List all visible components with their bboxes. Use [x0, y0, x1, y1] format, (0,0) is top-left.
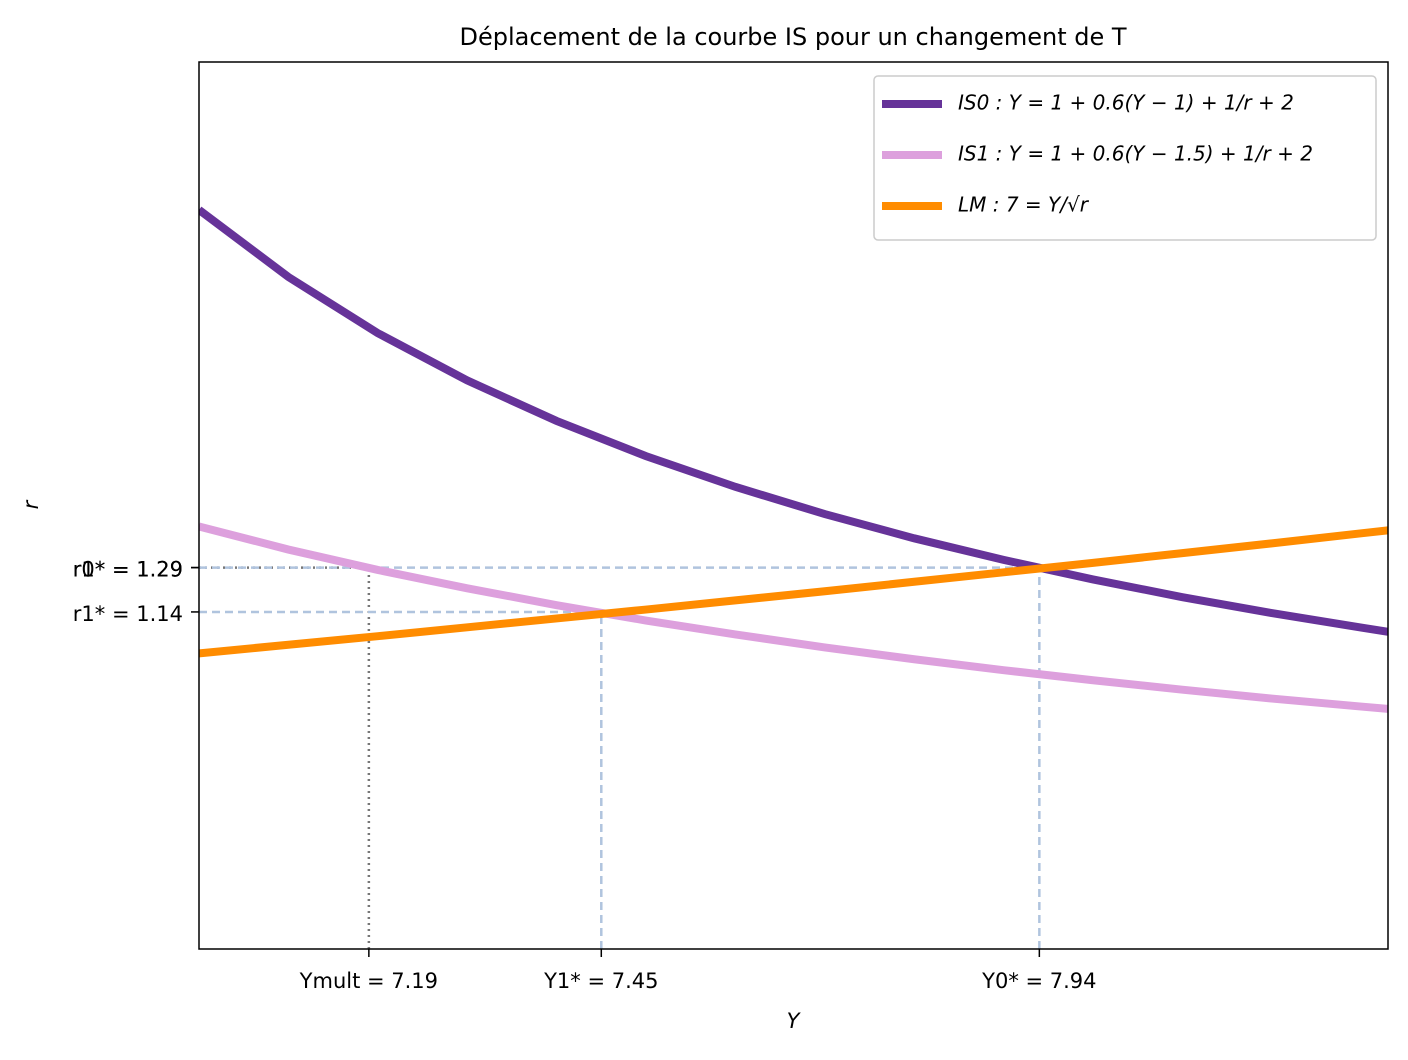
chart-title: Déplacement de la courbe IS pour un chan… — [459, 23, 1126, 51]
line-series — [199, 206, 1388, 636]
x-tick-label: Y1* = 7.45 — [543, 969, 658, 993]
legend-label: IS1 : Y = 1 + 0.6(Y − 1.5) + 1/r + 2 — [958, 142, 1313, 166]
x-axis-label: Y — [787, 1009, 802, 1033]
x-tick-label: Y0* = 7.94 — [981, 969, 1096, 993]
line-series — [199, 522, 1388, 713]
line-series — [199, 526, 1388, 658]
y-tick-label: r1* = 1.14 — [73, 602, 183, 626]
legend-label: LM : 7 = Y/√r — [958, 193, 1090, 217]
y-axis-label: r — [19, 499, 43, 509]
legend-label: IS0 : Y = 1 + 0.6(Y − 1) + 1/r + 2 — [958, 91, 1294, 115]
x-tick-label: Ymult = 7.19 — [299, 969, 438, 993]
y-tick-label: r0* = 1.29 — [73, 558, 183, 582]
plot-frame — [198, 61, 1389, 950]
y-tick-label: r1* = 1.29 — [73, 558, 183, 582]
legend-box — [873, 75, 1377, 241]
